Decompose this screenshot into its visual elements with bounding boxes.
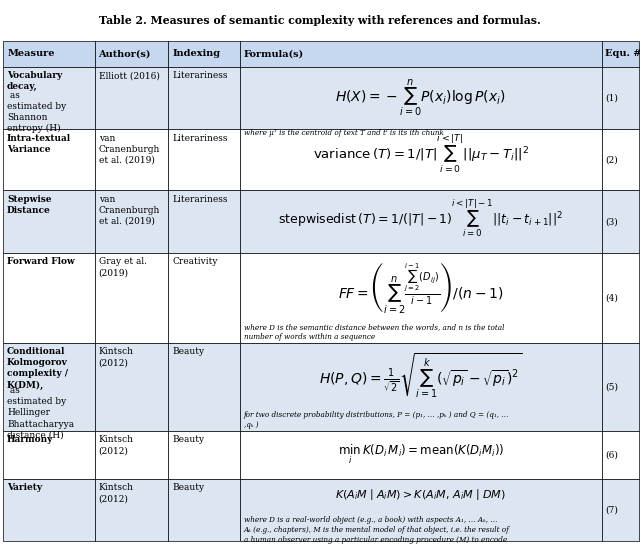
Bar <box>168 343 240 431</box>
Text: Formula(s): Formula(s) <box>244 50 304 58</box>
Bar <box>240 129 602 190</box>
Bar <box>240 190 602 253</box>
Text: (7): (7) <box>605 505 618 515</box>
Bar <box>95 253 168 343</box>
Bar <box>95 129 168 190</box>
Text: Kintsch
(2012): Kintsch (2012) <box>99 483 134 503</box>
Text: (1): (1) <box>605 94 618 103</box>
Text: Conditional
Kolmogorov
complexity /
K(DM),: Conditional Kolmogorov complexity / K(DM… <box>7 347 68 390</box>
Text: $\mathrm{variance}\,(T) = 1/|T|\sum_{i=0}^{i<|T|} ||\mu_T - T_i||^2$: $\mathrm{variance}\,(T) = 1/|T|\sum_{i=0… <box>313 133 529 175</box>
Bar <box>3 253 95 343</box>
Bar <box>95 67 168 129</box>
Bar <box>602 479 639 541</box>
Text: (6): (6) <box>605 450 618 459</box>
Text: Stepwise
Distance: Stepwise Distance <box>7 195 52 215</box>
Bar <box>168 190 240 253</box>
Bar <box>3 190 95 253</box>
Text: Vocabulary
decay,: Vocabulary decay, <box>7 71 62 91</box>
Bar <box>602 431 639 479</box>
Bar <box>3 41 95 67</box>
Text: Creativity: Creativity <box>172 257 218 267</box>
Bar <box>95 190 168 253</box>
Text: Beauty: Beauty <box>172 435 204 444</box>
Text: where D is the semantic distance between the words, and n is the total
number of: where D is the semantic distance between… <box>244 323 504 341</box>
Bar <box>95 479 168 541</box>
Text: van
Cranenburgh
et al. (2019): van Cranenburgh et al. (2019) <box>99 195 160 226</box>
Bar <box>3 343 95 431</box>
Text: (5): (5) <box>605 382 618 391</box>
Text: Gray et al.
(2019): Gray et al. (2019) <box>99 257 147 277</box>
Text: for two discrete probability distributions, P = (p₁, … ,pₖ ) and Q = (q₁, …
,qₖ : for two discrete probability distributio… <box>244 411 509 429</box>
Text: Harmony: Harmony <box>7 435 53 444</box>
Bar <box>602 190 639 253</box>
Text: $\mathrm{stepwisedist}\,(T) = 1/(|T|-1)\sum_{i=0}^{i<|T|-1} ||t_i - t_{i+1}||^2$: $\mathrm{stepwisedist}\,(T) = 1/(|T|-1)\… <box>278 197 563 239</box>
Text: Literariness: Literariness <box>172 134 228 143</box>
Text: Literariness: Literariness <box>172 71 228 81</box>
Bar <box>240 253 602 343</box>
Bar <box>3 431 95 479</box>
Bar <box>602 343 639 431</box>
Text: as
estimated by
Shannon
entropy (H): as estimated by Shannon entropy (H) <box>7 91 67 133</box>
Text: Literariness: Literariness <box>172 195 228 204</box>
Text: $\min_i\,K(D_iM_i) = \mathrm{mean}(K(D_iM_i))$: $\min_i\,K(D_iM_i) = \mathrm{mean}(K(D_i… <box>337 443 504 466</box>
Bar <box>95 41 168 67</box>
Text: Author(s): Author(s) <box>99 50 151 58</box>
Bar <box>602 129 639 190</box>
Text: Table 2. Measures of semantic complexity with references and formulas.: Table 2. Measures of semantic complexity… <box>99 15 541 26</box>
Text: Equ. #: Equ. # <box>605 50 640 58</box>
Text: $H(X) = -\sum_{i=0}^{n} P(x_i) \log P(x_i)$: $H(X) = -\sum_{i=0}^{n} P(x_i) \log P(x_… <box>335 78 506 119</box>
Bar <box>3 67 95 129</box>
Bar <box>240 41 602 67</box>
Text: Elliott (2016): Elliott (2016) <box>99 71 159 81</box>
Text: $K(A_iM\mid A_iM) > K(A_iM,\,A_iM\mid DM)$: $K(A_iM\mid A_iM) > K(A_iM,\,A_iM\mid DM… <box>335 487 506 502</box>
Bar <box>3 479 95 541</box>
Bar <box>602 253 639 343</box>
Bar <box>95 431 168 479</box>
Bar <box>602 41 639 67</box>
Text: $FF = \left(\sum_{i=2}^{n} \frac{\sum_{j=2}^{i-1}(D_{ij})}{i-1}\right)/(n-1)$: $FF = \left(\sum_{i=2}^{n} \frac{\sum_{j… <box>338 259 504 314</box>
Text: (4): (4) <box>605 293 618 302</box>
Text: Kintsch
(2012): Kintsch (2012) <box>99 435 134 455</box>
Bar <box>168 41 240 67</box>
Bar <box>168 129 240 190</box>
Bar <box>3 129 95 190</box>
Text: van
Cranenburgh
et al. (2019): van Cranenburgh et al. (2019) <box>99 134 160 165</box>
Text: as
estimated by
Hellinger
Bhattacharyya
distance (H): as estimated by Hellinger Bhattacharyya … <box>7 386 74 440</box>
Text: where μᵀ is the centroid of text T and tᴵ is its ith chunk: where μᵀ is the centroid of text T and t… <box>244 129 444 138</box>
Bar <box>168 479 240 541</box>
Bar <box>168 253 240 343</box>
Text: (3): (3) <box>605 217 618 226</box>
Text: Intra-textual
Variance: Intra-textual Variance <box>7 134 71 154</box>
Bar <box>95 343 168 431</box>
Bar <box>240 431 602 479</box>
Text: Beauty: Beauty <box>172 483 204 492</box>
Bar <box>168 431 240 479</box>
Text: Kintsch
(2012): Kintsch (2012) <box>99 347 134 367</box>
Bar <box>168 67 240 129</box>
Text: where D is a real-world object (e.g., a book) with aspects A₁, … Aₖ, …
Aₖ (e.g.,: where D is a real-world object (e.g., a … <box>244 516 512 544</box>
Bar <box>602 67 639 129</box>
Text: Indexing: Indexing <box>172 50 220 58</box>
Bar <box>240 479 602 541</box>
Text: Measure: Measure <box>7 50 54 58</box>
Text: Forward Flow: Forward Flow <box>7 257 75 267</box>
Text: Variety: Variety <box>7 483 42 492</box>
Bar <box>240 67 602 129</box>
Text: (2): (2) <box>605 156 618 164</box>
Text: Beauty: Beauty <box>172 347 204 356</box>
Bar <box>240 343 602 431</box>
Text: $H(P,Q) = \frac{1}{\sqrt{2}}\sqrt{\sum_{i=1}^{k}(\sqrt{p_i} - \sqrt{p_i})^2}$: $H(P,Q) = \frac{1}{\sqrt{2}}\sqrt{\sum_{… <box>319 352 522 400</box>
